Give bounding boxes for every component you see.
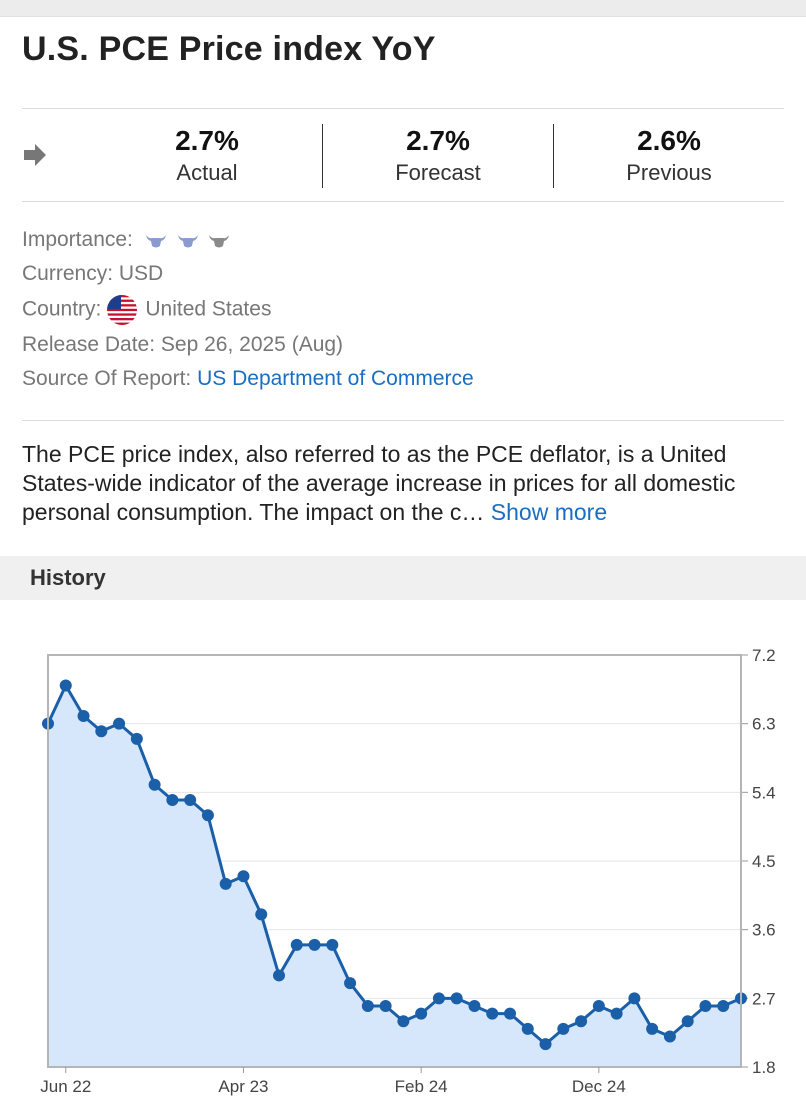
data-point: [557, 1022, 570, 1035]
previous-stat: 2.6% Previous: [554, 124, 784, 188]
data-point: [113, 717, 126, 730]
data-point: [326, 938, 339, 951]
x-tick-label: Feb 24: [395, 1077, 448, 1096]
release-value: Sep 26, 2025 (Aug): [160, 333, 344, 356]
divider: [22, 420, 784, 421]
y-tick-label: 7.2: [752, 646, 776, 665]
bull-icon: [177, 234, 198, 248]
previous-value: 2.6%: [637, 125, 701, 156]
data-point: [166, 793, 179, 806]
description: The PCE price index, also referred to as…: [22, 440, 787, 527]
data-point: [308, 938, 321, 951]
data-point: [59, 679, 72, 692]
us-flag-icon: [107, 295, 138, 325]
importance-bulls: [145, 226, 235, 254]
source-link[interactable]: US Department of Commerce: [197, 367, 474, 390]
data-point: [663, 1030, 676, 1043]
data-point: [646, 1022, 659, 1035]
source-label: Source Of Report:: [22, 367, 192, 390]
data-point: [699, 999, 712, 1012]
stat-separator: [553, 124, 554, 188]
data-point: [415, 1007, 428, 1020]
data-point: [290, 938, 303, 951]
forecast-value: 2.7%: [406, 125, 470, 156]
data-point: [201, 809, 214, 822]
stat-separator: [322, 124, 323, 188]
history-chart: 7.2 6.3 5.4 4.5 3.6 2.7 1.8 Jun 22 Apr 23 Feb 24 D…: [40, 646, 776, 1096]
bull-icon: [209, 234, 230, 248]
currency-value: USD: [118, 262, 164, 285]
series-line: [46, 684, 742, 1046]
importance-label: Importance:: [22, 228, 133, 251]
description-text: The PCE price index, also referred to as…: [22, 441, 736, 525]
y-tick-label: 4.5: [752, 852, 776, 871]
data-point: [610, 1007, 623, 1020]
data-point: [592, 999, 605, 1012]
plot-border: [47, 654, 742, 1068]
data-point: [344, 977, 357, 990]
data-point: [237, 870, 250, 883]
data-point: [521, 1022, 534, 1035]
data-point: [219, 877, 232, 890]
data-point: [468, 999, 481, 1012]
data-point: [148, 778, 161, 791]
y-tick-label: 2.7: [752, 989, 776, 1008]
data-point: [450, 992, 463, 1005]
country-value: United States: [145, 297, 272, 321]
data-point: [77, 710, 90, 723]
x-tick-label: Dec 24: [572, 1077, 626, 1096]
country-row: Country: United States: [22, 295, 271, 325]
data-point: [681, 1015, 694, 1028]
data-point: [130, 732, 143, 745]
history-label: History: [30, 565, 106, 590]
currency-row: Currency: USD: [22, 260, 163, 288]
series-area: [48, 685, 741, 1067]
y-tick-label: 1.8: [752, 1058, 776, 1077]
importance-row: Importance:: [22, 226, 234, 254]
forecast-stat: 2.7% Forecast: [323, 124, 553, 188]
data-point: [379, 999, 392, 1012]
data-point: [717, 999, 730, 1012]
bull-icon: [145, 234, 166, 248]
data-point: [273, 969, 285, 982]
top-toolbar-strip: [0, 0, 806, 17]
previous-label: Previous: [626, 160, 712, 185]
data-point: [575, 1015, 588, 1028]
data-point: [397, 1015, 410, 1028]
forecast-label: Forecast: [395, 160, 481, 185]
currency-label: Currency:: [22, 262, 114, 285]
data-point: [628, 992, 641, 1005]
data-point: [95, 725, 108, 738]
source-row: Source Of Report: US Department of Comme…: [22, 365, 474, 393]
page-title: U.S. PCE Price index YoY: [22, 30, 436, 68]
x-tick-label: Jun 22: [40, 1077, 91, 1096]
history-header: History: [0, 556, 806, 600]
data-point: [361, 999, 374, 1012]
data-point: [432, 992, 445, 1005]
divider: [22, 201, 784, 202]
x-tick-label: Apr 23: [218, 1077, 268, 1096]
data-point: [504, 1007, 516, 1020]
data-point: [184, 793, 197, 806]
divider: [22, 108, 784, 109]
show-more-link[interactable]: Show more: [490, 499, 608, 525]
data-point: [486, 1007, 499, 1020]
actual-label: Actual: [176, 160, 238, 185]
y-tick-label: 6.3: [752, 715, 776, 734]
release-label: Release Date:: [22, 333, 156, 356]
data-point: [255, 908, 268, 921]
y-tick-label: 5.4: [752, 783, 776, 802]
arrow-right-icon: [24, 144, 46, 166]
y-tick-label: 3.6: [752, 921, 776, 940]
data-point: [539, 1038, 552, 1051]
release-row: Release Date: Sep 26, 2025 (Aug): [22, 331, 343, 359]
actual-stat: 2.7% Actual: [92, 124, 322, 188]
country-label: Country:: [22, 297, 102, 321]
actual-value: 2.7%: [175, 125, 239, 156]
